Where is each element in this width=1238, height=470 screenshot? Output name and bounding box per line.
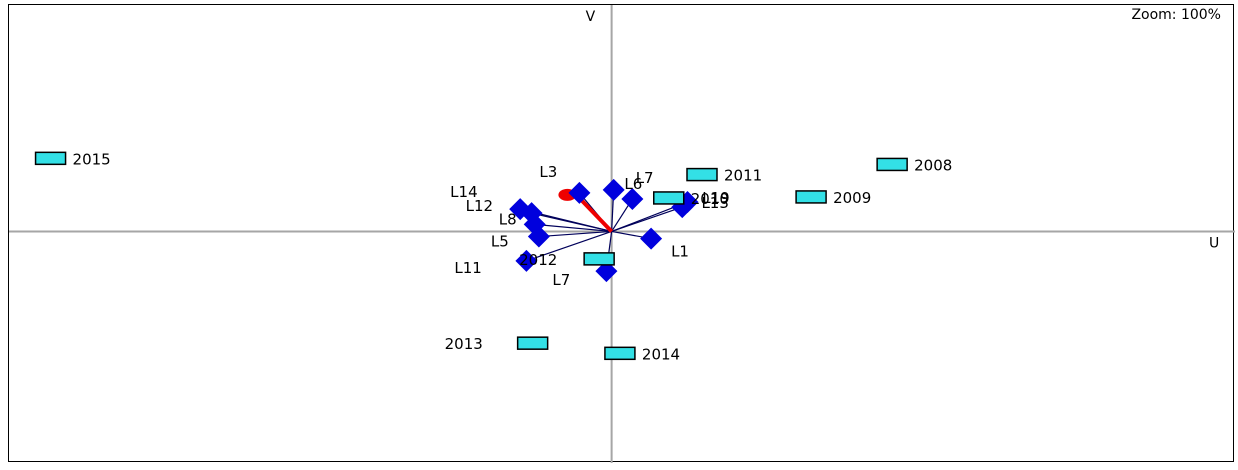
variable-label-l1: L1 [671,243,689,261]
variable-point-l7 [602,178,625,201]
variable-label-l14: L14 [450,183,477,201]
year-label-2011: 2011 [724,167,762,185]
variable-label-l3: L3 [539,163,557,181]
year-label-2010: 2010 [691,190,729,208]
year-point-2015 [34,151,67,166]
year-label-2015: 2015 [73,150,111,168]
variable-point-l11 [515,249,538,272]
year-label-2008: 2008 [914,156,952,174]
variable-label-l19: L19 [702,189,729,207]
year-point-2014 [604,346,636,361]
vector-l5 [538,230,612,238]
variable-label-l13: L13 [701,194,728,212]
biplot-frame[interactable]: V U L1 L3 L5 L6 L7 L7 L8 L11 L12 L13 L14 L19 2008 20… [8,4,1235,463]
vector-l8 [534,223,612,233]
variable-label-l5: L5 [491,233,509,251]
year-point-2012 [583,252,615,266]
year-point-2013 [516,336,549,350]
year-points: 2008 2009 2010 2011 2012 2013 2014 2015 [34,150,952,363]
u-axis-label: U [1209,235,1219,251]
variable-label-l7: L7 [552,271,570,289]
variable-label-l11: L11 [454,259,481,277]
year-label-2013: 2013 [445,335,483,353]
year-point-2010 [653,191,685,205]
year-point-2009 [795,190,827,204]
vector-l11 [526,230,612,262]
year-label-2012: 2012 [519,251,557,269]
variable-label-l12: L12 [466,197,493,215]
variable-point-l14 [509,198,532,221]
vector-l19 [611,206,683,233]
v-axis-label: V [586,9,596,25]
variable-label-l8: L8 [499,210,517,228]
variable-label-l6: L6 [624,175,642,193]
year-point-2011 [686,167,718,182]
variable-point-l3 [568,181,591,204]
variable-point-l1 [640,227,663,250]
zoom-indicator: Zoom: 100% [1131,7,1221,23]
year-label-2009: 2009 [833,189,871,207]
year-label-2014: 2014 [642,345,680,363]
year-point-2008 [876,157,908,172]
variable-label-l7: L7 [636,169,654,187]
variable-point-l6 [621,187,644,210]
